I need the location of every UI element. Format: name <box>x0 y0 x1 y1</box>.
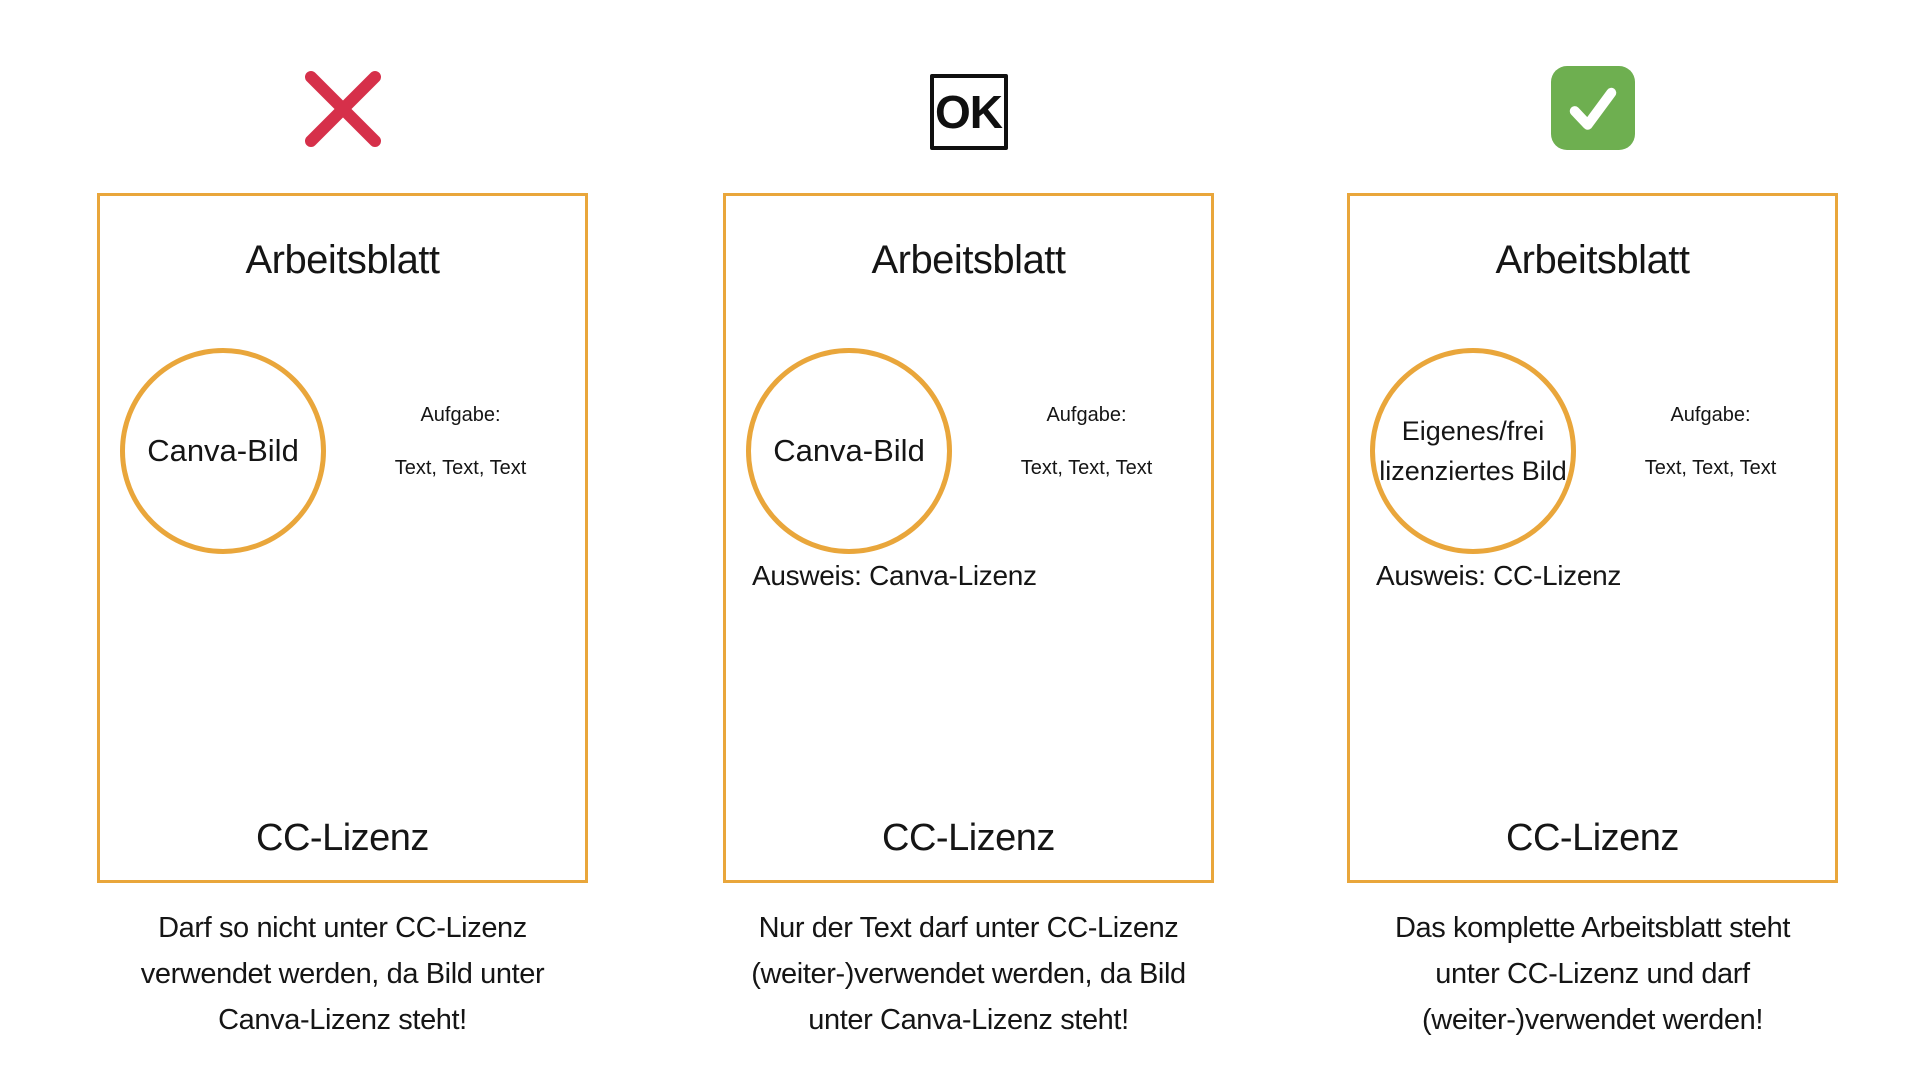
caption-line: unter Canva-Lizenz steht! <box>808 1004 1129 1036</box>
license-footer: CC-Lizenz <box>882 817 1055 859</box>
verdict-zone <box>1347 0 1838 193</box>
cross-icon <box>304 71 381 147</box>
worksheet-title: Arbeitsblatt <box>871 238 1066 282</box>
worksheet-card: Arbeitsblatt Canva-Bild Aufgabe: Text, T… <box>97 193 588 883</box>
worksheet-card: Arbeitsblatt Eigenes/frei lizenziertes B… <box>1347 193 1838 883</box>
caption-line: Das komplette Arbeitsblatt steht <box>1394 912 1790 944</box>
task-text: Text, Text, Text <box>1644 457 1777 479</box>
image-label: Eigenes/frei lizenziertes Bild <box>1379 411 1567 491</box>
task-label: Aufgabe: <box>420 404 501 426</box>
caption: Darf so nicht unter CC-Lizenz verwendet … <box>97 905 588 1043</box>
check-icon <box>1550 66 1635 150</box>
caption-line: Canva-Lizenz steht! <box>218 1004 467 1036</box>
column-canva-image-no-notice: Arbeitsblatt Canva-Bild Aufgabe: Text, T… <box>97 0 588 1080</box>
caption: Das komplette Arbeitsblatt steht unter C… <box>1347 905 1838 1043</box>
license-note: Ausweis: Canva-Lizenz <box>752 560 1037 591</box>
column-canva-image-with-notice: OK Arbeitsblatt Canva-Bild Aufgabe: Text… <box>723 0 1214 1080</box>
caption-line: (weiter-)verwendet werden! <box>1422 1004 1763 1036</box>
image-label: Canva-Bild <box>147 433 299 468</box>
task-text: Text, Text, Text <box>1020 457 1153 479</box>
task-label: Aufgabe: <box>1046 404 1127 426</box>
license-footer: CC-Lizenz <box>1506 817 1679 859</box>
column-own-licensed-image: Arbeitsblatt Eigenes/frei lizenziertes B… <box>1347 0 1838 1080</box>
caption-line: unter CC-Lizenz und darf <box>1435 958 1750 990</box>
image-label: Canva-Bild <box>773 433 925 468</box>
task-block: Aufgabe: Text, Text, Text <box>368 404 553 480</box>
task-text: Text, Text, Text <box>394 457 527 479</box>
worksheet-title: Arbeitsblatt <box>245 238 440 282</box>
image-placeholder-circle: Canva-Bild <box>120 348 326 554</box>
image-placeholder-circle: Eigenes/frei lizenziertes Bild <box>1370 348 1576 554</box>
image-placeholder-circle: Canva-Bild <box>746 348 952 554</box>
license-note: Ausweis: CC-Lizenz <box>1376 560 1622 591</box>
verdict-zone: OK <box>723 0 1214 193</box>
task-label: Aufgabe: <box>1670 404 1751 426</box>
image-label-line: lizenziertes Bild <box>1379 456 1567 486</box>
caption: Nur der Text darf unter CC-Lizenz (weite… <box>723 905 1214 1043</box>
verdict-zone <box>97 0 588 193</box>
caption-line: Darf so nicht unter CC-Lizenz <box>158 912 527 944</box>
caption-line: verwendet werden, da Bild unter <box>140 958 545 990</box>
task-block: Aufgabe: Text, Text, Text <box>1618 404 1803 480</box>
caption-line: Nur der Text darf unter CC-Lizenz <box>758 912 1179 944</box>
ok-box-icon: OK <box>929 74 1008 150</box>
worksheet-title: Arbeitsblatt <box>1495 238 1690 282</box>
task-block: Aufgabe: Text, Text, Text <box>994 404 1179 480</box>
image-label-line: Eigenes/frei <box>1401 416 1545 446</box>
worksheet-card: Arbeitsblatt Canva-Bild Aufgabe: Text, T… <box>723 193 1214 883</box>
caption-line: (weiter-)verwendet werden, da Bild <box>751 958 1186 990</box>
license-footer: CC-Lizenz <box>256 817 429 859</box>
check-glyph <box>1569 87 1616 130</box>
